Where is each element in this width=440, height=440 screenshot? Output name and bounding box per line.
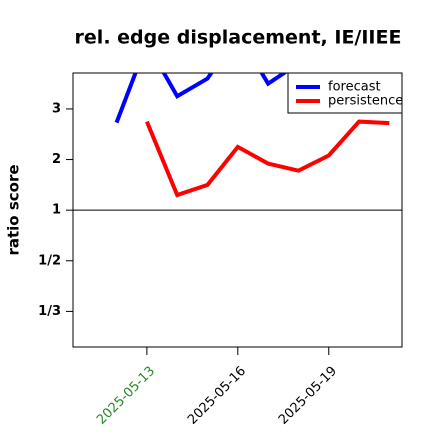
legend-label: persistence [328,94,403,109]
legend-label: forecast [328,80,381,95]
y-tick-label: 2 [52,152,61,167]
y-axis-label: ratio score [5,164,23,255]
legend-box [287,72,403,114]
y-tick-label: 1 [52,203,61,218]
chart-title: rel. edge displacement, IE/IIEE [75,27,402,49]
series-line [145,119,390,198]
x-tick-label: 2025-05-16 [185,364,249,428]
y-tick-label: 1/3 [38,304,61,319]
y-tick-label: 1/2 [38,253,61,268]
x-tick-label: 2025-05-19 [276,364,340,428]
x-tick-label: 2025-05-13 [94,364,158,428]
y-tick-label: 3 [52,101,61,116]
series-line [114,73,288,124]
plot-lines [114,73,390,198]
